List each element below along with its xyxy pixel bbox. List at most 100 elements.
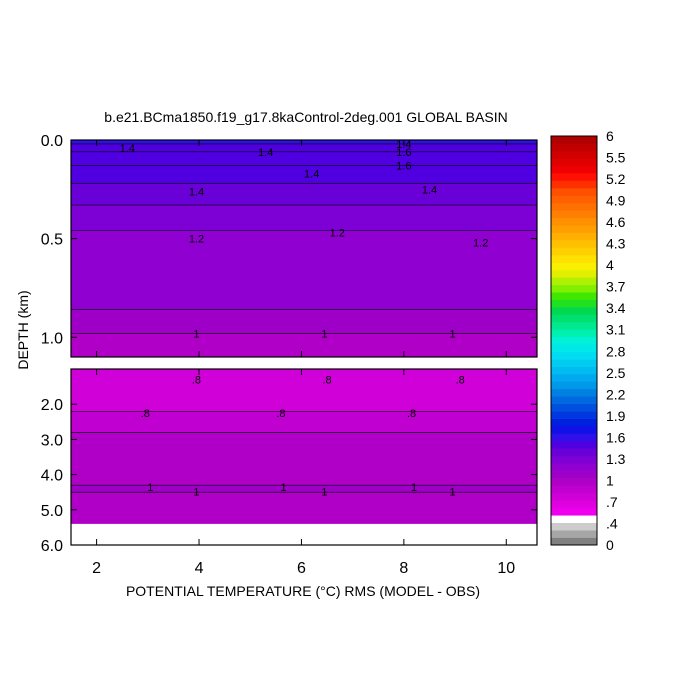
upper-panel: 1.4 1.41.41.61.61.41.4 1.41.2 1.21.21 1 10.00…: [41, 133, 538, 358]
contour-label: 1: [193, 328, 199, 340]
panel-frame: [70, 368, 538, 546]
colorbar-swatch: [551, 426, 597, 434]
contour-label: .8: [141, 408, 150, 420]
colorbar-swatch: [551, 254, 597, 263]
contour-label: 1.4: [422, 184, 437, 196]
colorbar-swatch: [551, 240, 597, 248]
colorbar-swatch: [551, 329, 597, 338]
colorbar-swatch: [551, 202, 597, 211]
y-tick-label: 2.0: [41, 397, 63, 414]
contour-label: .8: [456, 375, 465, 387]
colorbar-label: .4: [606, 515, 618, 531]
colorbar-swatch: [551, 299, 597, 308]
colorbar-swatch: [551, 158, 597, 167]
colorbar-swatch: [551, 448, 597, 457]
colorbar-swatch: [551, 344, 597, 352]
contour-band: [71, 369, 537, 412]
colorbar-swatch: [551, 217, 597, 226]
x-tick-label: 6: [297, 560, 306, 577]
colorbar-swatch: [551, 463, 597, 471]
colorbar-swatch: [551, 173, 597, 181]
contour-band: [71, 411, 537, 433]
contour-band: [71, 205, 537, 231]
contour-band: [71, 140, 537, 144]
contour-label: 1: [321, 328, 327, 340]
y-tick-label: 1.0: [41, 330, 63, 347]
colorbar-label: 1.3: [606, 451, 626, 467]
colorbar-swatch: [551, 515, 597, 523]
colorbar-swatch: [551, 307, 597, 315]
contour-label: 1: [449, 486, 455, 498]
contour-band: [71, 485, 537, 493]
colorbar: 6 5.5 5.2 4.9 4.6 4.3 4 3.7 3.4 3.1 2.8 2.5 2.2 1.9 1.…: [550, 128, 626, 553]
contour-label: 1.6: [396, 161, 411, 173]
colorbar-label: 2.8: [606, 343, 626, 359]
contour-label: 1.4: [304, 169, 319, 181]
colorbar-swatch: [551, 388, 597, 397]
colorbar-swatch: [551, 210, 597, 219]
colorbar-swatch: [551, 359, 597, 367]
colorbar-label: 5.2: [606, 171, 626, 187]
colorbar-swatch: [551, 232, 597, 241]
colorbar-label: 3.7: [606, 279, 626, 295]
colorbar-swatch: [551, 366, 597, 375]
contour-label: 1: [411, 482, 417, 494]
contour-label: .8: [322, 375, 331, 387]
colorbar-label: 1.9: [606, 408, 626, 424]
y-tick-label: 6.0: [41, 538, 63, 555]
x-axis: 2 4 6 8 10: [92, 140, 515, 577]
colorbar-label: 4: [606, 257, 614, 273]
contour-label: 1.2: [473, 238, 488, 250]
colorbar-swatch: [551, 277, 597, 286]
contour-label: 1: [193, 486, 199, 498]
colorbar-swatch: [551, 396, 597, 405]
y-axis-label: DEPTH (km): [15, 290, 31, 369]
colorbar-swatch: [551, 269, 597, 278]
colorbar-swatch: [551, 411, 597, 419]
contour-label: 1: [449, 328, 455, 340]
contour-band: [71, 230, 537, 310]
colorbar-swatch: [551, 262, 597, 271]
colorbar-swatch: [551, 292, 597, 300]
contour-band: [71, 151, 537, 166]
colorbar-swatch: [551, 165, 597, 174]
colorbar-label: 4.9: [606, 193, 626, 209]
x-tick-label: 8: [399, 560, 408, 577]
contour-band: [71, 165, 537, 184]
panel-frame: [70, 139, 538, 358]
colorbar-swatch: [551, 195, 597, 204]
colorbar-swatch: [551, 530, 597, 538]
x-tick-label: 4: [195, 560, 204, 577]
contour-band: [71, 492, 537, 524]
colorbar-swatch: [551, 314, 597, 323]
contour-band: [71, 143, 537, 152]
contour-label: 1.6: [396, 147, 411, 159]
y-tick-label: 4.0: [41, 468, 63, 485]
contour-label: .8: [192, 375, 201, 387]
colorbar-swatch: [551, 225, 597, 233]
colorbar-swatch: [551, 321, 597, 330]
colorbar-swatch: [551, 537, 597, 546]
colorbar-swatch: [551, 188, 597, 196]
colorbar-label: 2.5: [606, 365, 626, 381]
colorbar-swatch: [551, 373, 597, 382]
contour-band: [71, 183, 537, 206]
colorbar-swatch: [551, 418, 597, 427]
y-tick-label: 0.0: [41, 133, 63, 150]
colorbar-swatch: [551, 136, 597, 144]
colorbar-swatch: [551, 180, 597, 189]
colorbar-label: 4.6: [606, 214, 626, 230]
contour-band: [71, 333, 537, 357]
lower-panel: .8 .8 .8 .8 .8 .8 1 1 1 1 1 1 2.0 3.0 4.0 5.0 6.0: [41, 368, 538, 555]
contour-label: 1.2: [330, 228, 345, 240]
colorbar-label: 3.1: [606, 322, 626, 338]
colorbar-swatch: [551, 336, 597, 345]
colorbar-swatch: [551, 143, 597, 152]
y-tick-label: 3.0: [41, 432, 63, 449]
contour-label: 1.4: [258, 147, 273, 159]
colorbar-label: 1.6: [606, 429, 626, 445]
colorbar-swatch: [551, 522, 597, 531]
colorbar-label: 1: [606, 472, 614, 488]
colorbar-swatch: [551, 433, 597, 442]
